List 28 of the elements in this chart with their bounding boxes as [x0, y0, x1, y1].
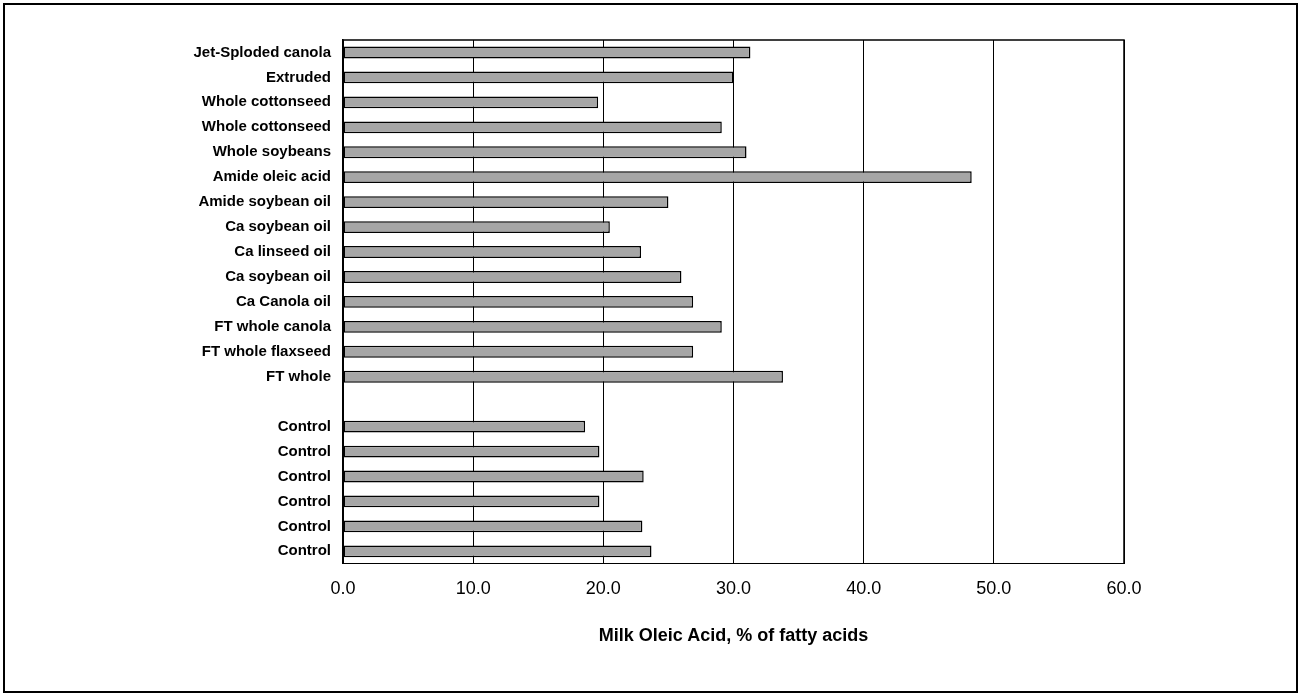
x-tick-label: 50.0 [976, 577, 1012, 598]
y-tick-label: Ca linseed oil [234, 242, 331, 260]
y-tick-label: Whole soybeans [212, 142, 331, 160]
y-tick-label: Ca Canola oil [235, 292, 331, 310]
x-tick-label: 20.0 [585, 577, 621, 598]
y-tick-label: Control [277, 416, 331, 434]
y-tick-label: Whole cottonseed [201, 92, 331, 110]
y-tick-label: Control [277, 516, 331, 534]
y-tick-label: Control [277, 491, 331, 509]
y-tick-label: Whole cottonseed [201, 117, 331, 135]
y-tick-label: Ca soybean oil [225, 267, 331, 285]
y-tick-label: FT whole canola [214, 316, 332, 334]
x-tick-label: 10.0 [455, 577, 491, 598]
y-tick-label: Amide oleic acid [212, 167, 331, 185]
y-tick-label: Jet-Sploded canola [193, 42, 332, 60]
x-tick-label: 60.0 [1106, 577, 1142, 598]
x-tick-label: 30.0 [715, 577, 752, 598]
x-tick-label: 40.0 [846, 577, 882, 598]
x-axis-title: Milk Oleic Acid, % of fatty acids [598, 625, 869, 646]
y-tick-label: Extruded [265, 67, 331, 85]
y-tick-label: Control [277, 441, 331, 459]
y-tick-label: Control [277, 541, 331, 559]
x-tick-label: 0.0 [330, 577, 356, 598]
y-tick-label: Control [277, 466, 331, 484]
y-tick-label: FT whole [266, 366, 331, 384]
y-tick-label: Amide soybean oil [198, 192, 331, 210]
y-tick-label: FT whole flaxseed [201, 341, 331, 359]
y-tick-label: Ca soybean oil [225, 217, 331, 235]
